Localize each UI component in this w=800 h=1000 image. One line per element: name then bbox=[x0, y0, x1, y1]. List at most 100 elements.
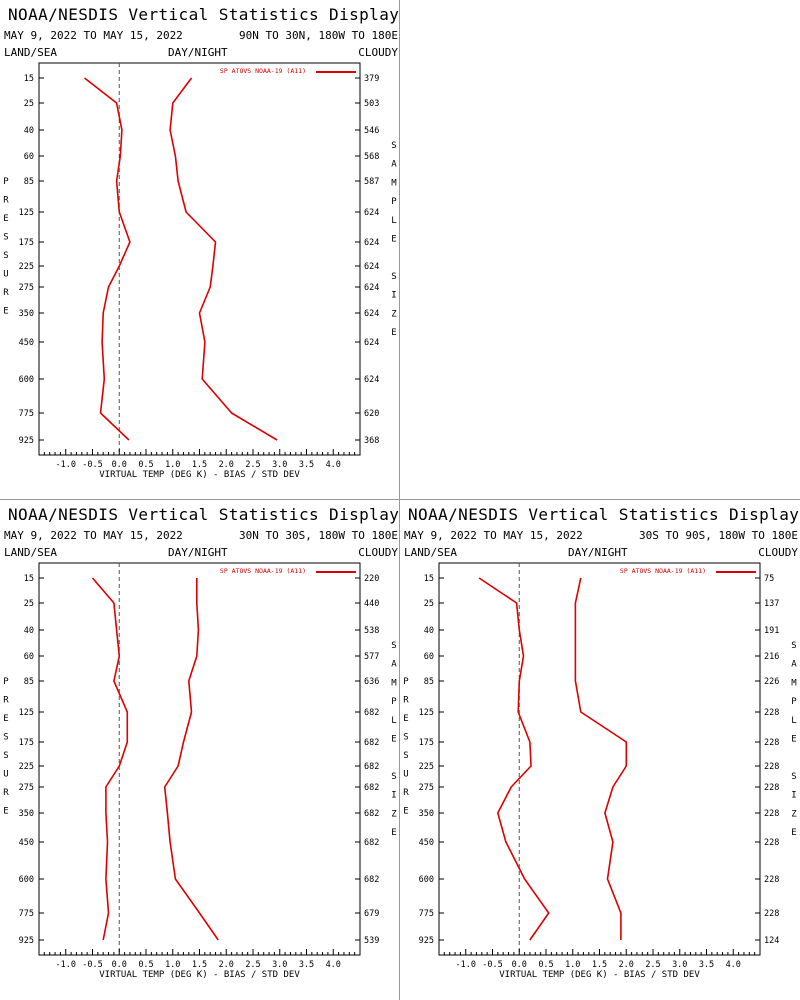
chart-panel-30s-90s: NOAA/NESDIS Vertical Statistics Display … bbox=[400, 500, 800, 1000]
sample-size-axis-letter: A bbox=[391, 660, 397, 670]
pressure-level-label: 350 bbox=[419, 809, 434, 819]
y-axis-label-letter: R bbox=[403, 788, 409, 798]
chart-panel-30n-30s: NOAA/NESDIS Vertical Statistics Display … bbox=[0, 500, 400, 1000]
y-axis-label-letter: U bbox=[403, 770, 408, 780]
y-axis-label-letter: S bbox=[403, 751, 408, 761]
sample-size-label: 682 bbox=[364, 762, 379, 772]
sample-size-label: 682 bbox=[364, 875, 379, 885]
sample-size-label: 228 bbox=[764, 738, 779, 748]
chart-title: NOAA/NESDIS Vertical Statistics Display bbox=[408, 505, 800, 524]
panel-divider-horizontal bbox=[0, 499, 800, 500]
std-dev-series-line bbox=[574, 577, 628, 940]
sample-size-label: 228 bbox=[764, 875, 779, 885]
sample-size-label: 624 bbox=[364, 338, 379, 348]
panel-divider-vertical bbox=[399, 0, 400, 1000]
sample-size-label: 679 bbox=[364, 909, 379, 919]
sample-size-label: 636 bbox=[364, 677, 379, 687]
vertical-profile-chart: -1.0 -0.5 0.0 0.5 1.0 1.5 2.0 2.5 3.0 3.5 4.0 VIRTU… bbox=[403, 562, 797, 980]
x-tick-label: 2.5 bbox=[245, 460, 260, 470]
sample-size-axis-letter: L bbox=[391, 216, 396, 226]
day-night-label: DAY/NIGHT bbox=[168, 46, 228, 59]
y-axis-label-letter: P bbox=[3, 677, 9, 687]
y-axis-label-letter: E bbox=[3, 714, 8, 724]
day-night-label: DAY/NIGHT bbox=[168, 546, 228, 559]
sample-size-label: 682 bbox=[364, 708, 379, 718]
pressure-level-label: 175 bbox=[419, 738, 434, 748]
y-axis-label-letter: S bbox=[3, 233, 8, 243]
y-axis-label-letter: E bbox=[3, 807, 8, 817]
vertical-profile-chart: -1.0 -0.5 0.0 0.5 1.0 1.5 2.0 2.5 3.0 3.5 4.0 VIRTU… bbox=[3, 562, 397, 980]
pressure-level-label: 450 bbox=[419, 838, 434, 848]
pressure-level-label: 350 bbox=[19, 309, 34, 319]
sample-size-label: 75 bbox=[764, 574, 774, 584]
pressure-level-label: 40 bbox=[424, 626, 434, 636]
pressure-level-label: 125 bbox=[19, 208, 34, 218]
sample-size-label: 546 bbox=[364, 126, 379, 136]
pressure-level-label: 15 bbox=[424, 574, 434, 584]
sample-size-label: 538 bbox=[364, 626, 379, 636]
vertical-profile-chart: -1.0 -0.5 0.0 0.5 1.0 1.5 2.0 2.5 3.0 3.5 4.0 VIRTU… bbox=[3, 62, 397, 480]
bias-series-line bbox=[84, 77, 131, 441]
sample-size-axis-letter: A bbox=[391, 160, 397, 170]
pressure-level-label: 60 bbox=[24, 652, 34, 662]
pressure-level-label: 275 bbox=[19, 283, 34, 293]
pressure-level-label: 25 bbox=[24, 599, 34, 609]
y-axis-label-letter: S bbox=[3, 751, 8, 761]
sample-size-axis-letter: S bbox=[791, 641, 796, 651]
sample-size-axis-letter: P bbox=[791, 697, 797, 707]
sample-size-label: 228 bbox=[764, 809, 779, 819]
region-label: 90N TO 30N, 180W TO 180E bbox=[239, 29, 398, 42]
y-axis-label-letter: S bbox=[403, 733, 408, 743]
x-tick-label: 2.5 bbox=[245, 960, 260, 970]
sample-size-label: 682 bbox=[364, 783, 379, 793]
plot-frame bbox=[38, 562, 361, 956]
y-axis-label-letter: R bbox=[3, 288, 9, 298]
pressure-level-label: 40 bbox=[24, 626, 34, 636]
pressure-level-label: 25 bbox=[24, 99, 34, 109]
pressure-level-label: 175 bbox=[19, 238, 34, 248]
pressure-level-label: 125 bbox=[419, 708, 434, 718]
sample-size-label: 124 bbox=[764, 936, 779, 946]
sample-size-label: 137 bbox=[764, 599, 779, 609]
sample-size-axis-letter: Z bbox=[391, 309, 397, 319]
pressure-level-label: 350 bbox=[19, 809, 34, 819]
pressure-level-label: 60 bbox=[24, 152, 34, 162]
chart-title: NOAA/NESDIS Vertical Statistics Display bbox=[8, 5, 400, 24]
sample-size-label: 539 bbox=[364, 936, 379, 946]
pressure-level-label: 175 bbox=[19, 738, 34, 748]
x-tick-label: 1.0 bbox=[165, 460, 180, 470]
y-axis-label-letter: R bbox=[3, 788, 9, 798]
sample-size-axis-letter: S bbox=[391, 141, 396, 151]
x-tick-label: 3.5 bbox=[299, 460, 314, 470]
sample-size-axis-letter: S bbox=[391, 772, 396, 782]
y-axis-label-letter: S bbox=[3, 251, 8, 261]
plot-frame bbox=[438, 562, 761, 956]
sample-size-label: 228 bbox=[764, 838, 779, 848]
x-tick-label: -0.5 bbox=[482, 960, 502, 970]
sample-size-label: 503 bbox=[364, 99, 379, 109]
pressure-level-label: 125 bbox=[19, 708, 34, 718]
sample-size-axis-letter: E bbox=[791, 735, 796, 745]
sample-size-label: 624 bbox=[364, 309, 379, 319]
y-axis-label-letter: S bbox=[3, 733, 8, 743]
pressure-level-label: 775 bbox=[419, 909, 434, 919]
y-axis-label-letter: P bbox=[403, 677, 409, 687]
sample-size-axis-letter: I bbox=[391, 291, 396, 301]
date-range: MAY 9, 2022 TO MAY 15, 2022 bbox=[4, 529, 183, 542]
sample-size-axis-letter: L bbox=[391, 716, 396, 726]
sample-size-label: 624 bbox=[364, 283, 379, 293]
y-axis-label-letter: E bbox=[403, 714, 408, 724]
region-label: 30S TO 90S, 180W TO 180E bbox=[639, 529, 798, 542]
sample-size-axis-letter: P bbox=[391, 197, 397, 207]
x-tick-label: -0.5 bbox=[82, 960, 102, 970]
pressure-level-label: 15 bbox=[24, 74, 34, 84]
legend-label: SP ATOVS NOAA-19 (A11) bbox=[620, 567, 706, 575]
sample-size-axis-letter: S bbox=[391, 641, 396, 651]
y-axis-label-letter: P bbox=[3, 177, 9, 187]
x-tick-label: 1.5 bbox=[592, 960, 607, 970]
sample-size-axis-letter: A bbox=[791, 660, 797, 670]
sample-size-label: 220 bbox=[364, 574, 379, 584]
sample-size-axis-letter: I bbox=[791, 791, 796, 801]
plot-frame bbox=[38, 62, 361, 456]
sample-size-label: 368 bbox=[364, 436, 379, 446]
